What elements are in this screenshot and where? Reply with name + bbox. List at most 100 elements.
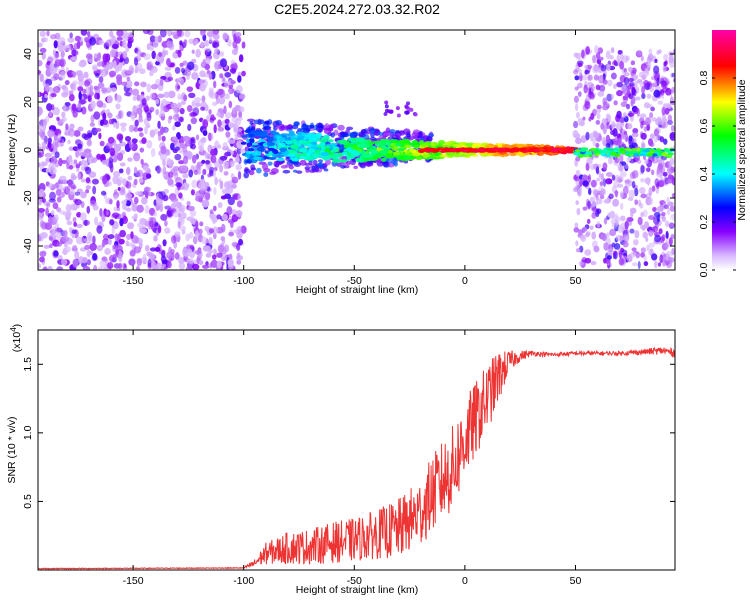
spectral-cell (315, 152, 322, 158)
spectral-cell (71, 184, 77, 190)
spectral-cell (132, 95, 137, 101)
spectral-cell (157, 132, 162, 142)
spectral-cell (600, 122, 605, 130)
spectral-cell (531, 147, 538, 150)
spectral-cell (70, 204, 79, 210)
spectral-cell (96, 53, 101, 61)
spectral-cell (122, 203, 128, 210)
spectral-cell (573, 52, 579, 58)
spectral-cell (280, 133, 286, 136)
spectral-cell (59, 70, 66, 80)
spectral-cell (64, 44, 72, 52)
spectral-cell (634, 199, 639, 206)
spectral-cell (332, 146, 340, 150)
spectral-cell (403, 155, 409, 160)
spectral-cell (574, 75, 580, 81)
spectral-cell (72, 258, 79, 268)
spectral-cell (595, 166, 600, 175)
spectral-cell (575, 111, 580, 119)
spectral-cell (184, 30, 191, 38)
spectral-cell (164, 128, 169, 133)
spectral-cell (157, 35, 162, 43)
spectral-cell (151, 66, 158, 73)
spectral-cell (168, 90, 176, 99)
spectral-cell (609, 210, 616, 219)
spectral-cell (397, 148, 405, 152)
spectral-cell (602, 136, 606, 145)
spectral-cell (346, 160, 351, 166)
spectral-cell (589, 225, 594, 230)
spectral-cell (96, 153, 102, 160)
spectral-cell (639, 113, 647, 119)
spectral-cell (105, 174, 111, 181)
spectral-cell (412, 151, 421, 157)
spectral-cell (150, 148, 156, 158)
spectral-cell (204, 40, 210, 47)
spectral-cell (136, 94, 141, 102)
spectral-cell (130, 110, 136, 116)
spectral-cell (201, 61, 207, 67)
y-tick-label: 1.0 (22, 425, 34, 440)
spectral-cell (236, 200, 243, 208)
spectral-cell (647, 196, 654, 206)
spectral-cell (128, 258, 136, 266)
spectral-cell (659, 254, 664, 264)
spectral-cell (139, 217, 146, 226)
spectral-cell (497, 149, 504, 152)
spectral-cell (641, 93, 646, 100)
spectral-cell (586, 157, 593, 165)
spectral-cell (118, 255, 123, 263)
spectral-cell (208, 228, 215, 234)
spectral-cell (325, 159, 332, 166)
spectral-cell (38, 59, 43, 67)
spectral-cell (175, 182, 183, 188)
spectral-cell (101, 86, 108, 95)
spectral-cell (50, 34, 57, 40)
spectral-cell (573, 95, 579, 104)
spectral-cell (64, 243, 68, 248)
spectral-cell (101, 213, 106, 223)
spectral-cell (627, 112, 635, 117)
spectral-cell (659, 167, 666, 174)
spectral-cell (671, 179, 675, 186)
spectral-cell (395, 106, 400, 111)
spectral-cell (634, 96, 641, 101)
spectral-cell (151, 50, 156, 60)
spectral-cell (203, 152, 210, 157)
spectral-cell (112, 175, 119, 185)
spectral-cell (108, 70, 117, 77)
spectral-cell (211, 101, 218, 107)
spectral-cell (224, 80, 229, 89)
spectral-cell (41, 141, 47, 150)
colorbar-label: Normalized spectral amplitude (736, 79, 748, 220)
snr-x-ticks: -150 -100 -50 0 50 (123, 330, 581, 587)
spectral-cell (202, 119, 209, 129)
spectral-cell (67, 73, 74, 78)
snr-x-axis-label: Height of straight line (km) (296, 584, 419, 596)
spectral-cell (107, 234, 115, 239)
spectral-cell (113, 222, 119, 229)
spectral-cell (154, 246, 161, 252)
spectral-cell (125, 69, 133, 75)
spectral-cell (137, 118, 144, 123)
spectral-cell (144, 125, 148, 135)
spectral-cell (38, 70, 42, 75)
spectral-cell (187, 258, 194, 265)
spectral-cell (420, 148, 427, 151)
spectral-cell (142, 30, 151, 35)
spectral-cell (90, 157, 98, 163)
spectral-cell (308, 148, 316, 153)
spectral-cell (198, 79, 202, 85)
spectral-cell (592, 108, 597, 117)
spectral-cell (670, 166, 675, 172)
spectral-cell (631, 262, 638, 267)
spectral-cell (96, 225, 103, 234)
spectral-cell (624, 148, 629, 152)
spectral-cell (177, 102, 182, 109)
y-tick-label: 0.5 (22, 494, 34, 509)
spectral-cell (179, 107, 185, 115)
spectral-cell (612, 252, 616, 260)
spectral-cell (227, 196, 235, 206)
spectral-cell (640, 55, 644, 62)
spectral-cell (657, 262, 661, 267)
